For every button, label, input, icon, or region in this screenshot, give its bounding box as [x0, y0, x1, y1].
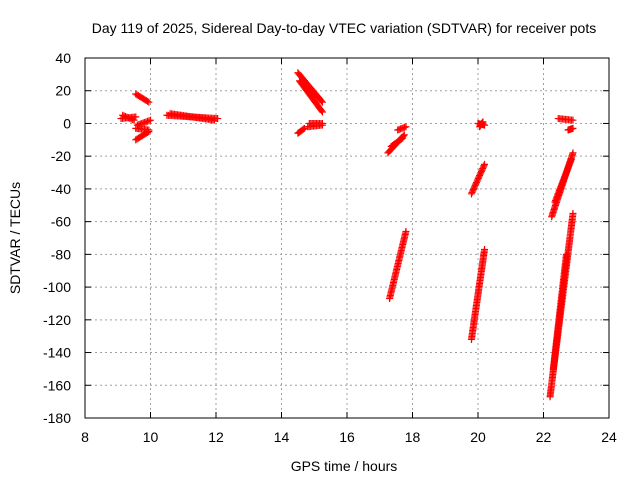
data-point: [299, 125, 307, 133]
y-tick-label: -180: [43, 410, 71, 426]
data-point: [402, 227, 410, 235]
y-tick-label: -120: [43, 312, 71, 328]
y-tick-label: 40: [55, 50, 71, 66]
data-point: [300, 124, 308, 132]
x-axis-title: GPS time / hours: [291, 458, 398, 474]
data-point: [130, 116, 138, 124]
data-point: [144, 128, 152, 136]
y-tick-label: -160: [43, 377, 71, 393]
x-tick-label: 8: [81, 429, 89, 445]
tick-labels: 8 10 12 14 16 18 20 22 24 -180 -160 -140 -120 -100 -80…: [43, 50, 617, 445]
x-tick-label: 16: [339, 429, 355, 445]
axis-ticks: [84, 57, 610, 419]
data-point: [145, 98, 153, 106]
y-tick-label: -60: [51, 214, 71, 230]
y-tick-label: -100: [43, 279, 71, 295]
data-point: [400, 131, 408, 139]
data-point: [569, 124, 577, 132]
data-point: [399, 134, 407, 142]
x-tick-label: 18: [405, 429, 421, 445]
data-point: [145, 128, 153, 136]
data-point: [402, 123, 410, 131]
data-point: [562, 250, 570, 258]
chart-title: Day 119 of 2025, Sidereal Day-to-day VTE…: [92, 20, 596, 36]
y-tick-label: -40: [51, 181, 71, 197]
data-point: [318, 121, 326, 129]
data-point: [569, 116, 577, 124]
data-point: [481, 160, 489, 168]
data-point: [569, 149, 577, 157]
data-point: [481, 245, 489, 253]
y-axis-title: SDTVAR / TECUs: [7, 182, 23, 294]
data-points: [117, 69, 577, 401]
data-point: [147, 116, 154, 124]
data-point: [318, 98, 326, 106]
x-tick-label: 12: [208, 429, 224, 445]
x-tick-label: 14: [274, 429, 290, 445]
y-tick-label: -20: [51, 148, 71, 164]
data-point: [479, 118, 487, 126]
data-point: [397, 135, 405, 143]
data-point: [317, 97, 325, 105]
x-tick-label: 24: [601, 429, 617, 445]
y-tick-label: -80: [51, 246, 71, 262]
data-point: [569, 209, 577, 217]
data-point: [567, 155, 575, 163]
data-point: [318, 108, 326, 116]
y-tick-label: -140: [43, 345, 71, 361]
x-tick-label: 10: [143, 429, 159, 445]
data-point: [144, 97, 152, 105]
data-point: [480, 162, 488, 170]
data-point: [318, 107, 326, 115]
y-tick-label: 0: [63, 115, 71, 131]
x-tick-label: 20: [470, 429, 486, 445]
y-tick-label: 20: [55, 83, 71, 99]
data-point: [129, 116, 137, 124]
data-point: [210, 116, 218, 124]
grid: [85, 58, 609, 418]
x-tick-label: 22: [536, 429, 552, 445]
data-point: [214, 115, 222, 123]
